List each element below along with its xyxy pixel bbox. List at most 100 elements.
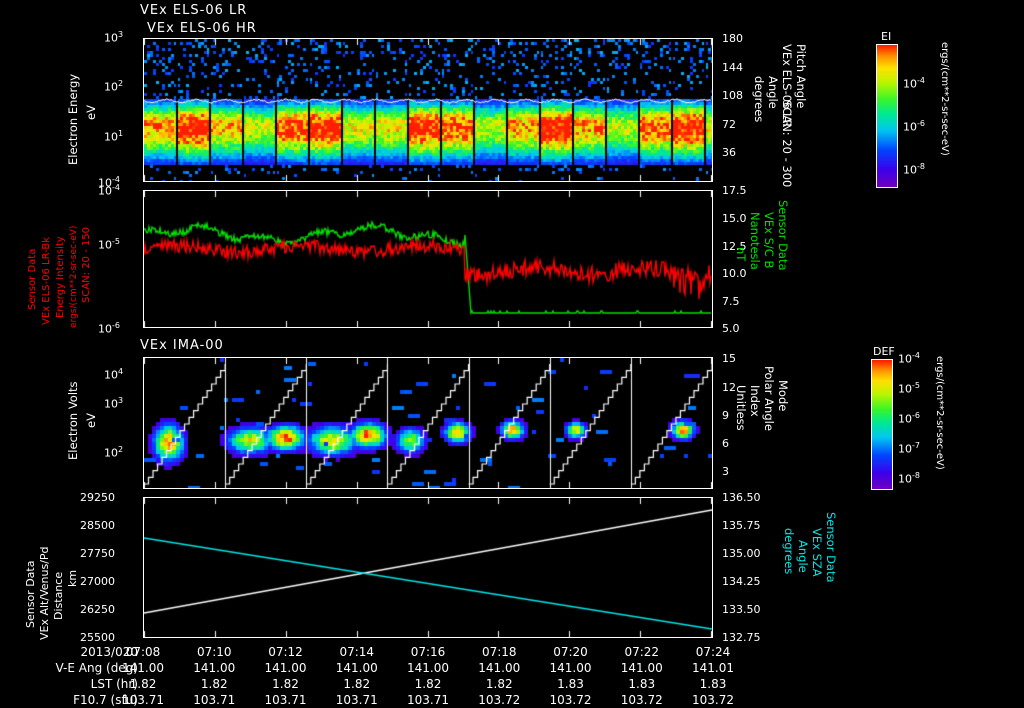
panel3-ytick-1e3: 103	[104, 396, 124, 411]
panel4-plot-area	[143, 497, 713, 638]
panel1-colorbar-name: EI	[881, 30, 892, 43]
bottom-ve-ang-1: 141.00	[193, 661, 236, 675]
panel3-colorbar-name: DEF	[873, 345, 895, 358]
bottom-ve-ang-6: 141.00	[549, 661, 592, 675]
panel2-right-label-1: VEx S/C B	[762, 212, 776, 269]
panel2-right-label-3: nT	[734, 247, 748, 262]
panel4-ytick-1: 28500	[80, 519, 115, 532]
panel3-rtick-12: 12	[722, 381, 736, 394]
bottom-f107-3: 103.71	[335, 693, 378, 707]
panel1-rtick-180: 180	[722, 32, 743, 45]
panel3-rtick-3: 3	[722, 465, 729, 478]
bottom-time-6: 07:20	[553, 645, 588, 659]
panel4-left-label-1: VEx Alt/Venus/Pd	[38, 546, 51, 640]
bottom-ve-ang-7: 141.00	[620, 661, 663, 675]
bottom-f107-1: 103.71	[193, 693, 236, 707]
panel2-left-label-0: Sensor Data	[27, 248, 38, 310]
bottom-time-2: 07:12	[268, 645, 303, 659]
panel4-rtick-1: 135.75	[722, 519, 761, 532]
panel2-left-label-4: SCAN: 20 - 150	[81, 227, 92, 303]
panel3-cbtick-3: 10-7	[898, 441, 920, 456]
bottom-ve-ang-8: 141.01	[692, 661, 734, 675]
panel1-spectrogram-canvas	[144, 39, 712, 181]
bottom-lst-4: 1.82	[414, 677, 442, 691]
panel1-title-lr: VEx ELS-06 LR	[140, 3, 248, 18]
bottom-time-4: 07:16	[410, 645, 446, 659]
panel4-ytick-4: 26250	[80, 603, 115, 616]
panel1-rtick-144: 144	[722, 61, 743, 74]
panel2-right-label-0: Sensor Data	[776, 200, 790, 271]
panel4-rtick-4: 133.50	[722, 603, 761, 616]
panel1-cbtick-2: 10-8	[903, 162, 925, 177]
panel2-right-label-2: Nanotesla	[748, 212, 762, 270]
panel4-left-label-2: Distance	[52, 571, 65, 620]
bottom-time-3: 07:14	[339, 645, 375, 659]
bottom-lst-5: 1.82	[485, 677, 513, 691]
panel1-rtick-108: 108	[722, 89, 743, 102]
bottom-f107-2: 103.71	[264, 693, 307, 707]
bottom-row-label-2: F10.7 (sfu)	[73, 693, 138, 707]
bottom-date-label: 2013/020	[80, 645, 139, 659]
panel3-rtick-15: 15	[722, 352, 736, 365]
panel1-right-label-2: Angle	[766, 76, 780, 109]
panel1-left-axis-units: eV	[84, 105, 98, 120]
panel3-ytick-1e4: 104	[104, 367, 124, 382]
bottom-f107-8: 103.72	[692, 693, 734, 707]
bottom-lst-7: 1.83	[628, 677, 656, 691]
panel1-cbtick-1: 10-6	[903, 119, 925, 134]
bottom-f107-0: 103.71	[122, 693, 164, 707]
panel2-left-label-3: ergs/(cm**2-sr-sec-eV)	[69, 225, 79, 328]
bottom-lst-8: 1.83	[699, 677, 727, 691]
panel4-ytick-5: 25500	[80, 631, 115, 644]
panel3-spectrogram-canvas	[144, 358, 712, 488]
panel4-right-label-2: Angle	[796, 540, 810, 573]
panel2-left-label-2: Energy Intensity	[55, 236, 66, 318]
panel1-ytick-10: 101	[104, 129, 124, 144]
panel3-rtick-6: 6	[722, 437, 729, 450]
panel4-right-label-1: VEx SZA	[810, 528, 824, 577]
panel3-colorbar-units: ergs/(cm**2-sr-sec-eV)	[934, 356, 945, 470]
panel2-rtick-0: 17.5	[722, 184, 747, 197]
panel3-rtick-9: 9	[722, 409, 729, 422]
bottom-lst-2: 1.82	[272, 677, 299, 691]
panel2-line-canvas	[144, 191, 712, 327]
panel3-right-label-1: Polar Angle	[762, 366, 776, 431]
panel1-right-label-0: Pitch Angle	[794, 44, 808, 109]
panel1-right-label-4: SCAN: 20 - 300	[780, 100, 794, 188]
panel3-right-label-2: Index	[748, 385, 762, 417]
bottom-lst-0: 1.82	[129, 677, 157, 691]
panel1-right-label-3: degrees	[752, 76, 766, 123]
panel2-rtick-2: 12.5	[722, 240, 747, 253]
bottom-time-8: 07:24	[695, 645, 731, 659]
bottom-time-1: 07:10	[196, 645, 232, 659]
panel3-title: VEx IMA-00	[140, 338, 224, 353]
panel3-plot-area	[143, 357, 713, 489]
bottom-time-0: 07:08	[125, 645, 161, 659]
panel1-title-hr: VEx ELS-06 HR	[147, 21, 257, 36]
panel1-ytick-100: 102	[104, 79, 124, 94]
bottom-f107-7: 103.72	[620, 693, 663, 707]
panel3-colorbar-canvas	[872, 360, 892, 489]
panel1-ytick-1000: 103	[104, 30, 124, 45]
panel1-ytick-1e-4: 10-4	[98, 175, 120, 190]
bottom-time-5: 07:18	[481, 645, 517, 659]
panel4-rtick-3: 134.25	[722, 575, 761, 588]
bottom-time-7: 07:22	[624, 645, 660, 659]
panel2-rtick-1: 15.0	[722, 212, 747, 225]
panel1-rtick-36: 36	[722, 146, 736, 159]
panel3-cbtick-4: 10-8	[898, 471, 920, 486]
panel1-rtick-72: 72	[722, 118, 736, 131]
bottom-row-label-1: LST (hr)	[90, 677, 138, 691]
bottom-ve-ang-5: 141.00	[478, 661, 521, 675]
panel4-rtick-2: 135.00	[722, 547, 761, 560]
panel3-left-axis-units: eV	[84, 413, 98, 428]
panel1-colorbar	[876, 44, 898, 188]
bottom-f107-4: 103.71	[407, 693, 449, 707]
panel2-plot-area	[143, 190, 713, 328]
bottom-f107-5: 103.72	[478, 693, 521, 707]
panel4-right-label-0: Sensor Data	[824, 512, 838, 583]
bottom-lst-1: 1.82	[200, 677, 228, 691]
panel2-ytick-1e-6: 10-6	[98, 321, 120, 336]
panel2-rtick-3: 10.0	[722, 267, 747, 280]
panel3-right-label-0: Mode	[776, 380, 790, 412]
